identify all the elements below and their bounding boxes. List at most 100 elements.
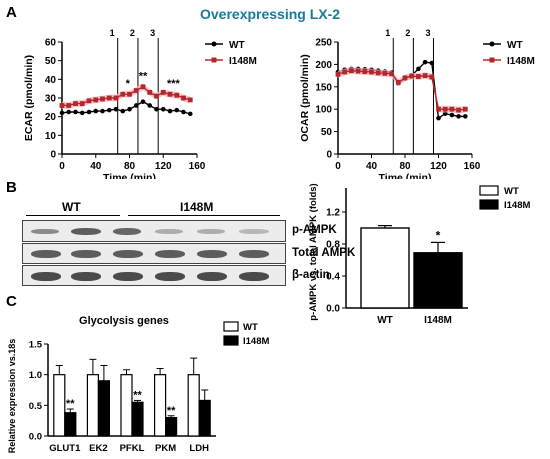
x-tick-label: LDH xyxy=(189,443,209,454)
blot-band xyxy=(197,272,227,281)
legend-label: WT xyxy=(229,40,245,51)
bar-i148m xyxy=(198,399,211,437)
legend-swatch xyxy=(223,321,239,332)
y-axis-label: p-AMPK vs. total AMPK (folds) xyxy=(308,183,319,320)
data-point-i148m xyxy=(154,93,159,99)
data-point-wt xyxy=(463,114,468,119)
data-point-i148m xyxy=(86,98,92,104)
legend-label: WT xyxy=(504,186,519,197)
error-band xyxy=(62,83,191,109)
data-point-wt xyxy=(79,110,85,116)
y-tick-label: 100 xyxy=(315,105,332,116)
injection-label: 2 xyxy=(130,28,135,38)
data-point-wt xyxy=(187,111,193,117)
data-point-i148m xyxy=(127,91,132,97)
data-point-i148m xyxy=(335,71,341,77)
data-point-wt xyxy=(106,107,112,113)
panel-letter-b: B xyxy=(6,179,17,196)
data-point-i148m xyxy=(462,106,468,112)
blot-strip-beta-actin xyxy=(22,265,286,286)
x-tick-label: EK2 xyxy=(89,443,107,454)
x-tick-label: 80 xyxy=(124,161,136,172)
data-point-wt xyxy=(456,114,461,119)
glycolysis-bar-chart: Glycolysis genes 0.0 0.5 1.0 1.5 Relative exp… xyxy=(7,315,269,454)
x-tick-label: 40 xyxy=(366,161,378,172)
bar-wt xyxy=(154,374,167,437)
significance-mark: * xyxy=(126,78,131,90)
data-point-i148m xyxy=(66,103,72,108)
y-tick-label: 0.0 xyxy=(29,432,42,443)
x-axis-label: Time (min) xyxy=(103,172,156,179)
blot-band xyxy=(71,228,101,235)
blot-band xyxy=(197,229,225,234)
legend-label: WT xyxy=(243,322,258,333)
injection-label: 1 xyxy=(385,28,390,38)
x-tick-label: 160 xyxy=(189,161,206,172)
blot-group-i148m: I148M xyxy=(180,200,214,214)
blot-label-total-ampk: Total AMPK xyxy=(292,247,356,259)
blot-band xyxy=(113,272,143,281)
y-tick-label: 0.8 xyxy=(326,240,340,251)
y-axis-label: ECAR (pmol/min) xyxy=(23,55,35,141)
data-point-wt xyxy=(100,108,105,114)
data-point-wt xyxy=(160,106,166,112)
blot-strip-p-ampk xyxy=(22,220,286,242)
data-point-i148m xyxy=(362,69,368,74)
y-tick-label: 10 xyxy=(45,131,57,142)
bar-i148m xyxy=(131,401,144,437)
blot-band xyxy=(113,250,143,258)
x-tick-label: 120 xyxy=(430,161,447,172)
figure-title: Overexpressing LX-2 xyxy=(200,6,341,22)
legend-marker xyxy=(211,41,217,47)
bar-wt xyxy=(360,227,410,309)
legend-label: I148M xyxy=(504,200,530,211)
legend-marker xyxy=(489,57,495,63)
blot-group-wt: WT xyxy=(62,200,81,214)
x-tick-label: 120 xyxy=(155,161,172,172)
y-tick-label: 0 xyxy=(50,150,56,161)
blot-band xyxy=(113,228,141,235)
x-tick-label: PKM xyxy=(155,443,176,454)
x-tick-label: I148M xyxy=(424,315,452,326)
significance-mark: ** xyxy=(167,405,176,417)
data-point-i148m xyxy=(349,68,354,74)
y-tick-label: 200 xyxy=(315,60,332,71)
bar-i148m xyxy=(64,412,77,437)
data-point-wt xyxy=(133,103,139,108)
legend-label: I148M xyxy=(229,56,257,67)
data-point-wt xyxy=(140,99,146,105)
x-tick-label: 80 xyxy=(399,161,411,172)
data-point-i148m xyxy=(133,88,139,93)
injection-label: 3 xyxy=(150,28,155,38)
data-point-wt xyxy=(59,110,65,116)
data-point-i148m xyxy=(402,75,408,81)
data-point-i148m xyxy=(59,103,65,108)
y-axis-label: Relative expression vs.18s xyxy=(7,339,17,454)
ampk-bar-chart: 0.0 0.4 0.8 1.2 p-AMPK vs. total AMPK (folds… xyxy=(308,183,530,326)
data-point-i148m xyxy=(181,95,186,101)
significance-mark: * xyxy=(436,228,441,242)
y-tick-label: 40 xyxy=(45,75,57,86)
y-tick-label: 0 xyxy=(326,150,332,161)
data-point-wt xyxy=(86,109,92,115)
x-tick-label: 40 xyxy=(90,161,102,172)
data-point-wt xyxy=(73,109,78,115)
y-tick-label: 1.2 xyxy=(326,208,340,219)
significance-mark: *** xyxy=(167,78,181,90)
y-tick-label: 150 xyxy=(315,82,332,93)
blot-band xyxy=(155,272,185,281)
y-tick-label: 50 xyxy=(45,56,57,67)
blot-band xyxy=(155,229,183,234)
blot-band xyxy=(239,250,269,258)
bar-i148m xyxy=(97,380,111,437)
data-point-wt xyxy=(167,108,173,114)
y-axis-label: OCAR (pmol/min) xyxy=(299,54,311,142)
ecar-chart: 0 10 20 30 40 50 60 0 40 80 120 160 Time (min) ECAR (… xyxy=(23,28,257,179)
y-tick-label: 60 xyxy=(45,38,57,49)
data-point-i148m xyxy=(456,107,461,113)
legend-label: I148M xyxy=(243,336,269,347)
legend-label: I148M xyxy=(507,56,535,67)
bar-wt xyxy=(187,374,200,437)
bar-wt xyxy=(120,374,133,437)
data-point-i148m xyxy=(187,97,193,103)
